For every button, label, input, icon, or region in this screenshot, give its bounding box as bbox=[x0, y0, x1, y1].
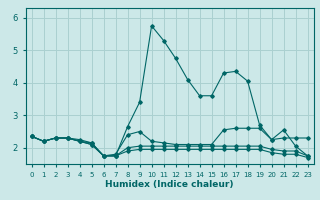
X-axis label: Humidex (Indice chaleur): Humidex (Indice chaleur) bbox=[105, 180, 234, 189]
